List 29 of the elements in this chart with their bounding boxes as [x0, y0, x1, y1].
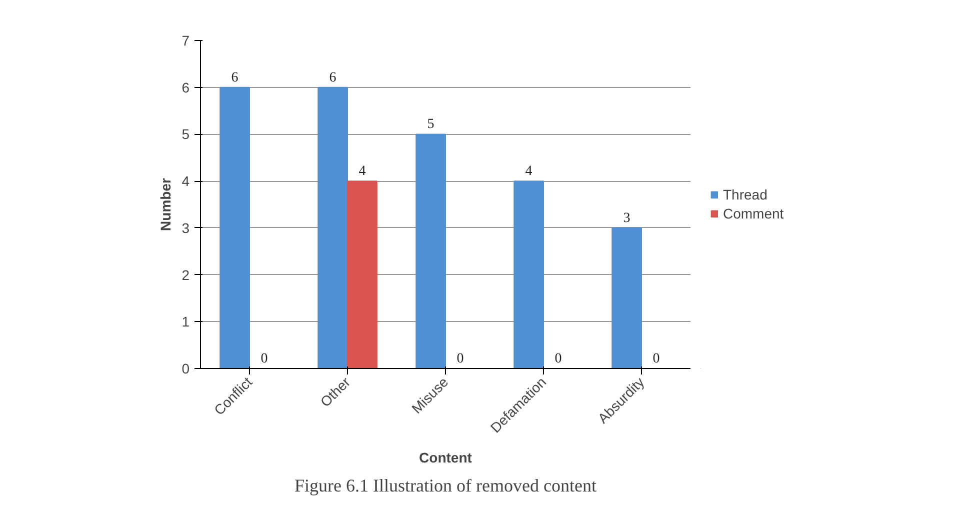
data-label: 0: [456, 352, 464, 366]
data-label: 6: [329, 70, 336, 86]
data-label: 6: [231, 70, 238, 86]
data-label: 4: [358, 164, 366, 180]
data-label: 0: [652, 352, 660, 366]
bar: [612, 227, 642, 368]
y-tick-label: 1: [182, 314, 190, 330]
data-label: 5: [427, 117, 434, 132]
bar: [347, 180, 378, 368]
data-label: 4: [525, 164, 532, 180]
data-label: 3: [623, 210, 630, 226]
y-tick-label: 0: [182, 360, 190, 376]
y-tick-label: 5: [182, 126, 190, 142]
legend-label: Comment: [723, 206, 784, 222]
bar: [318, 86, 348, 368]
bar: [416, 134, 446, 368]
bar: [514, 180, 544, 368]
y-tick-label: 2: [182, 266, 190, 283]
caption: Figure 6.1 Illustration of removed content: [294, 476, 596, 496]
data-label: 0: [260, 352, 268, 366]
y-axis-title: Number: [158, 178, 174, 231]
data-label: 0: [554, 352, 562, 366]
x-axis-title: Content: [419, 449, 472, 466]
y-tick-label: 7: [182, 32, 190, 48]
legend-label: Thread: [723, 186, 768, 202]
bar: [220, 86, 250, 368]
y-tick-label: 6: [182, 79, 190, 96]
y-tick-label: 3: [182, 220, 190, 236]
y-tick-label: 4: [182, 173, 190, 190]
